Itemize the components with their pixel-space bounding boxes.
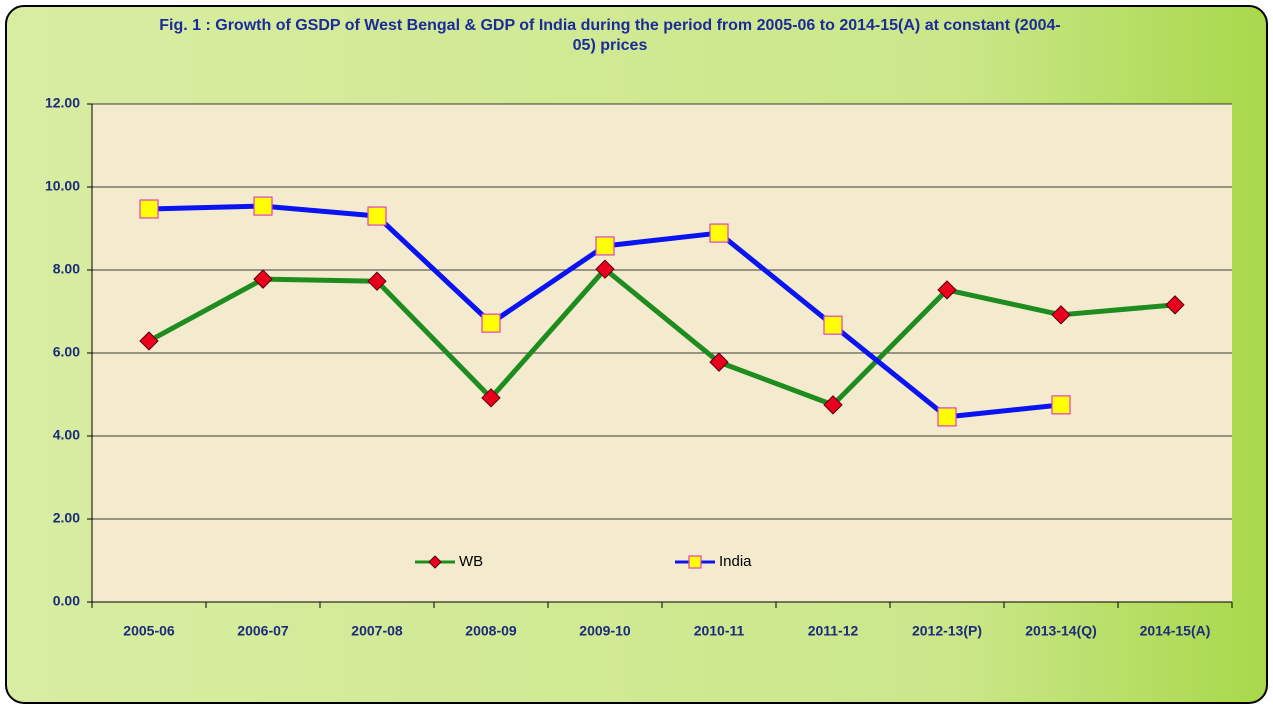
x-tick-label: 2014-15(A) <box>1140 623 1211 639</box>
y-tick-label: 12.00 <box>45 95 80 111</box>
y-tick-label: 2.00 <box>53 510 80 526</box>
x-tick-label: 2010-11 <box>694 623 745 639</box>
data-point <box>595 236 615 256</box>
y-tick-label: 10.00 <box>45 178 80 194</box>
x-tick-label: 2013-14(Q) <box>1025 623 1097 639</box>
data-point <box>139 331 159 351</box>
data-point <box>937 407 957 427</box>
y-tick-label: 8.00 <box>53 261 80 277</box>
legend-label: India <box>719 553 752 570</box>
data-point <box>823 395 843 415</box>
legend-marker <box>428 555 442 569</box>
data-point <box>823 315 843 335</box>
data-point <box>1165 295 1185 315</box>
x-tick-label: 2008-09 <box>465 623 517 639</box>
x-tick-label: 2011-12 <box>808 623 859 639</box>
y-tick-label: 4.00 <box>53 427 80 443</box>
legend-label: WB <box>459 553 483 570</box>
data-point <box>253 196 273 216</box>
legend-marker <box>688 555 702 569</box>
data-point <box>253 269 273 289</box>
data-point <box>1051 395 1071 415</box>
x-tick-label: 2007-08 <box>351 623 403 639</box>
data-point <box>367 206 387 226</box>
data-point <box>1051 305 1071 325</box>
data-point <box>139 199 159 219</box>
data-point <box>937 280 957 300</box>
data-point <box>709 352 729 372</box>
chart-title: Fig. 1 : Growth of GSDP of West Bengal &… <box>159 17 1061 54</box>
data-point <box>367 271 387 291</box>
data-point <box>595 259 615 279</box>
x-tick-label: 2012-13(P) <box>912 623 982 639</box>
data-point <box>481 313 501 333</box>
y-tick-label: 6.00 <box>53 344 80 360</box>
x-tick-label: 2006-07 <box>237 623 289 639</box>
data-point <box>709 223 729 243</box>
data-point <box>481 388 501 408</box>
x-tick-label: 2009-10 <box>579 623 631 639</box>
series-line <box>147 266 1176 408</box>
x-tick-label: 2005-06 <box>123 623 175 639</box>
y-tick-label: 0.00 <box>53 593 80 609</box>
